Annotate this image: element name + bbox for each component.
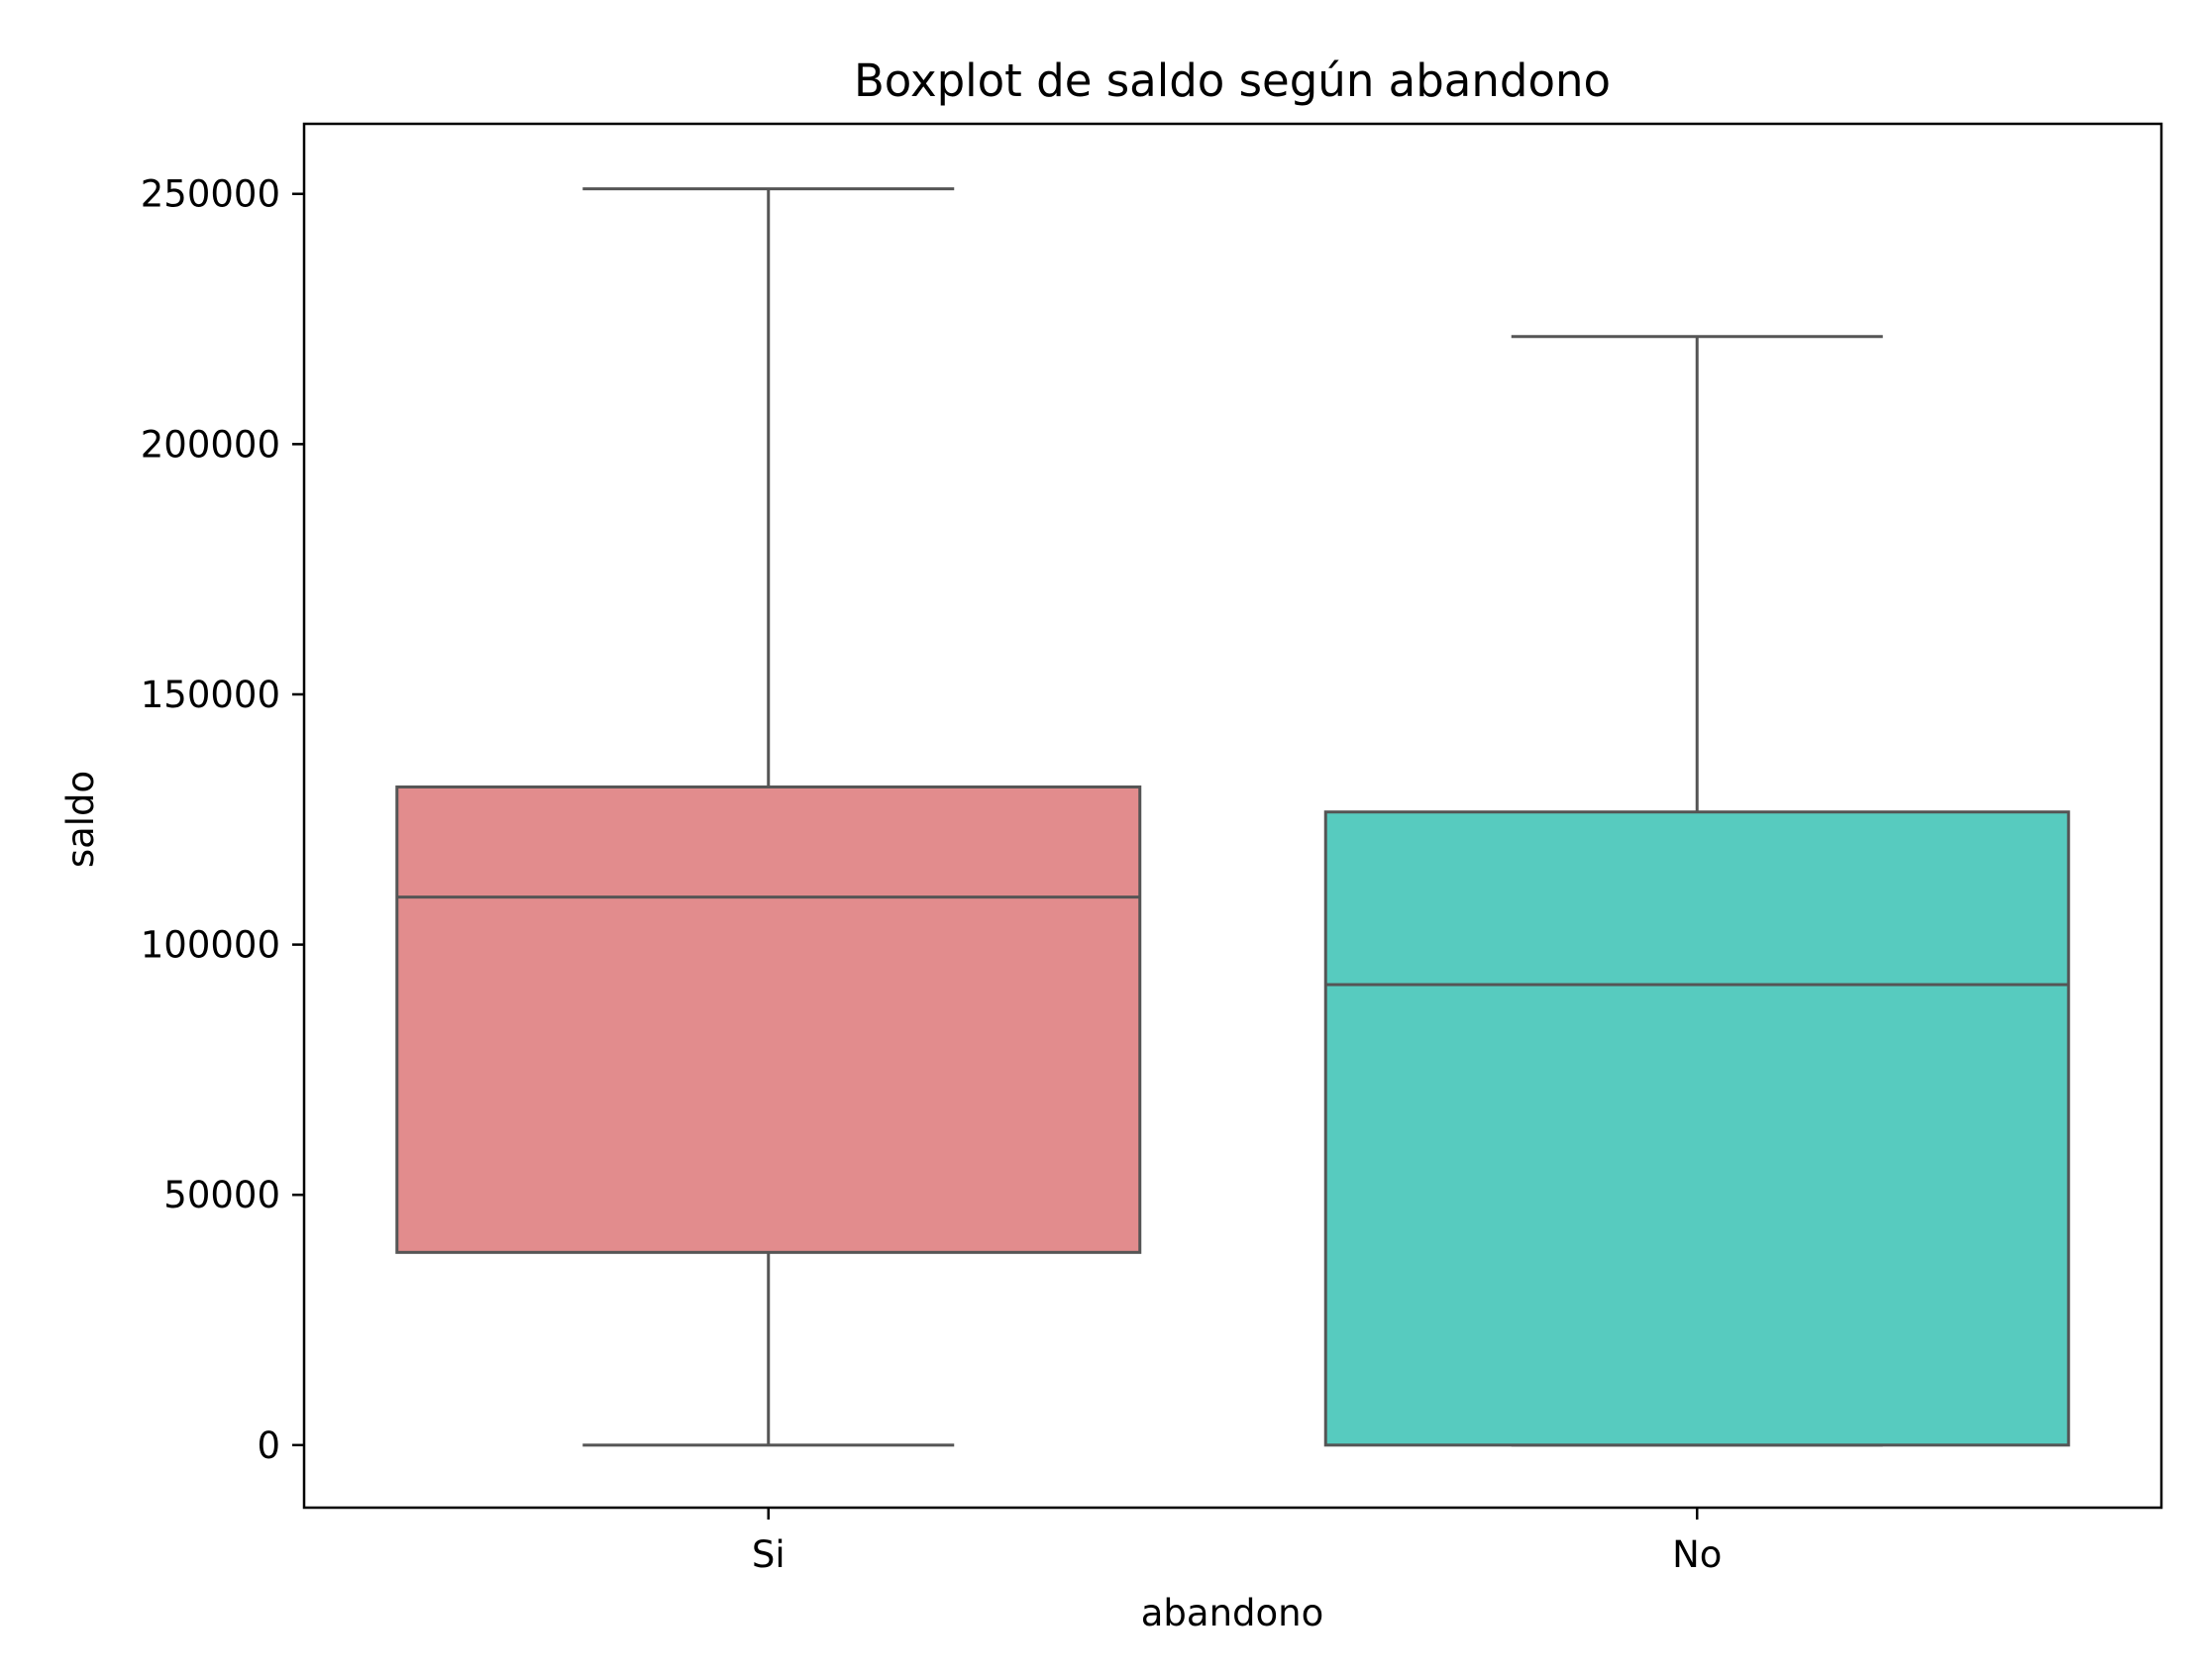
- y-axis: 0 50000 100000 150000 200000 250000: [141, 173, 304, 1467]
- y-tick-label: 50000: [163, 1174, 280, 1216]
- x-tick-label: No: [1672, 1533, 1722, 1576]
- x-axis-label: abandono: [1141, 1592, 1324, 1634]
- plot-content: [395, 187, 2070, 1447]
- box-no: [1323, 810, 2070, 1447]
- y-tick-label: 250000: [141, 173, 280, 216]
- box-si: [395, 785, 1142, 1254]
- box-group-si: [395, 187, 1142, 1447]
- y-tick-label: 100000: [141, 924, 280, 967]
- y-tick-label: 200000: [141, 423, 280, 466]
- plot-frame: [302, 122, 2163, 1510]
- y-tick-label: 0: [257, 1424, 280, 1467]
- y-axis-label: saldo: [59, 771, 102, 868]
- y-tick-label: 150000: [141, 674, 280, 716]
- box-group-no: [1323, 335, 2070, 1447]
- chart-title: Boxplot de saldo según abandono: [854, 54, 1611, 107]
- x-axis: Si No: [752, 1508, 1722, 1576]
- x-tick-label: Si: [752, 1533, 786, 1576]
